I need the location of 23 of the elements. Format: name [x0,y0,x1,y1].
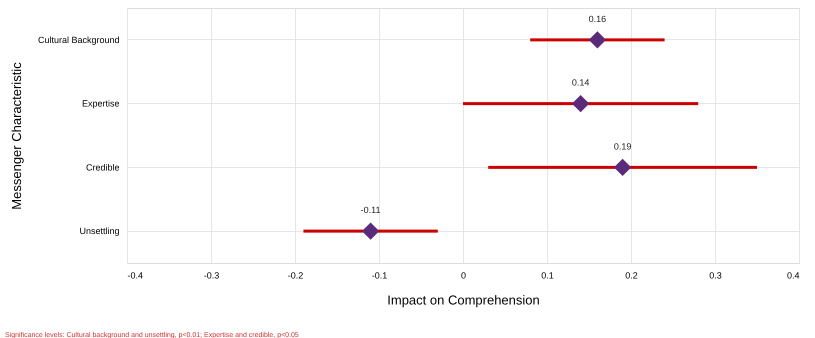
data-label: -0.11 [360,205,381,216]
x-tick-label: 0.3 [709,270,722,280]
x-tick-label: 0.4 [786,270,800,280]
x-axis-title: Impact on Comprehension [387,292,540,308]
x-tick-label: -0.1 [372,270,388,280]
data-label: 0.19 [614,141,632,152]
x-tick-label: -0.3 [204,270,220,280]
y-tick-label: Credible [86,162,120,172]
point [572,94,590,112]
y-tick-label: Unsettling [79,226,120,236]
point [362,222,380,240]
y-axis-title: Messenger Characteristic [8,62,24,210]
y-tick-label: Expertise [82,98,120,109]
x-tick-label: 0.2 [625,270,638,280]
x-tick-label: 0 [460,270,466,280]
point [614,158,632,176]
x-tick-label: 0.1 [541,270,554,280]
x-tick-label: -0.2 [288,270,304,280]
x-tick-label: -0.4 [128,270,144,280]
data-label: 0.14 [572,78,590,88]
data-label: 0.16 [588,14,606,24]
y-tick-label: Cultural Background [38,34,120,45]
point [588,31,606,49]
